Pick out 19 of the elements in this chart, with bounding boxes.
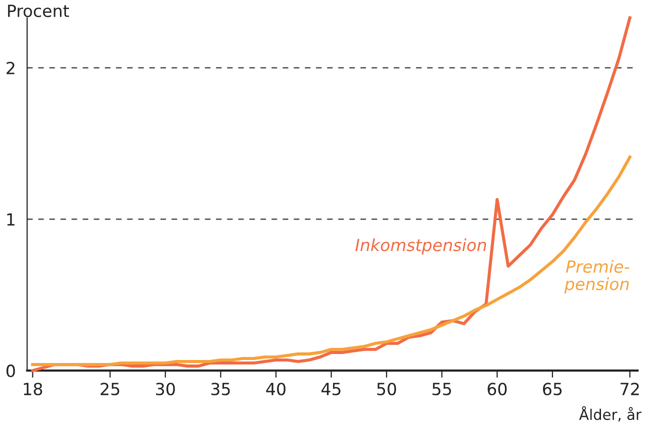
x-tick-label: 72 [620, 382, 639, 396]
y-tick-label: 2 [6, 62, 14, 74]
x-tick-label: 18 [24, 382, 42, 396]
x-axis-title: Ålder, år [579, 406, 642, 422]
x-tick-label: 60 [488, 382, 507, 396]
x-tick-label: 40 [266, 382, 286, 396]
x-tick-label: 30 [156, 382, 175, 396]
x-tick-label: 25 [100, 382, 120, 396]
y-tick-label: 1 [7, 213, 14, 226]
series-label: Premie- pension [564, 260, 630, 294]
series-label: Inkomstpension [355, 238, 486, 255]
y-axis-title: Procent [8, 4, 70, 18]
y-tick-label: 0 [6, 364, 15, 378]
x-tick-label: 65 [543, 382, 562, 396]
line-series [31, 156, 632, 366]
x-tick-label: 50 [377, 382, 396, 396]
x-tick-label: 55 [432, 382, 451, 396]
x-tick-label: 35 [211, 382, 230, 396]
x-tick-label: 45 [321, 382, 340, 396]
